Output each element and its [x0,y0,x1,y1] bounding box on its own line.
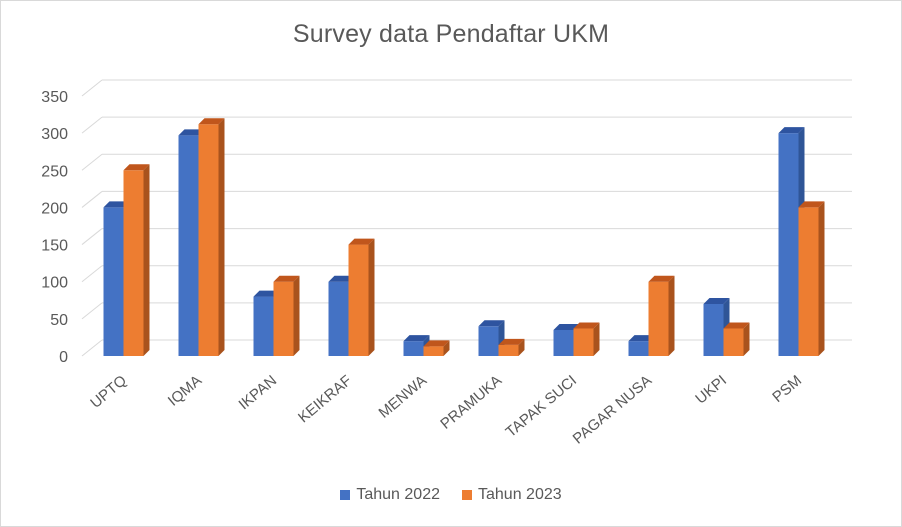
bar-top [123,164,150,171]
bar-front [198,124,219,356]
gridline-stub [81,302,103,320]
x-tick-label: TAPAK SUCI [503,372,581,441]
gridline-stub [81,153,103,171]
bar-front [628,341,649,356]
y-tick-label: 200 [41,200,68,217]
bar-top [798,201,825,208]
chart-title: Survey data Pendaftar UKM [292,20,610,48]
bar-top [253,290,280,297]
bar-top [198,118,225,125]
legend-label-series-2: Tahun 2023 [478,486,562,503]
legend-item-series-2: Tahun 2023 [462,486,562,504]
bar-front [103,207,124,356]
bar-top [723,322,750,329]
bar-side [518,338,525,356]
legend-label-series-1: Tahun 2022 [356,486,440,503]
y-tick-label: 0 [59,349,68,366]
bar-side [593,322,600,356]
bar-top [348,238,375,245]
x-tick-label: KEIKRAF [295,372,355,426]
bar-top [648,275,675,282]
bar [723,322,750,356]
bar-top [328,275,355,282]
bar-side [218,118,225,356]
x-tick-label: MENWA [376,372,431,422]
chart-legend: Tahun 2022 Tahun 2023 [0,486,902,504]
bar-top [478,320,505,327]
x-tick-label: PSM [769,372,805,406]
gridline-stub [81,339,103,357]
bar-top [273,275,300,282]
bar-front [348,244,369,356]
bar-front [273,281,294,356]
bar [798,201,825,356]
bar-front [798,207,819,356]
bar-front [253,296,274,356]
bar-top [178,129,205,136]
bar [198,118,225,356]
bar [498,338,525,356]
bar-top [403,335,430,342]
bar-side [668,275,675,356]
bar-front [703,304,724,356]
bar-front [648,281,669,356]
bar [273,275,300,356]
y-tick-label: 150 [41,238,68,255]
bar-top [778,127,805,134]
y-tick-label: 350 [41,89,68,106]
bar-front [498,344,519,356]
bar-side [368,238,375,356]
bar-top [423,340,450,347]
legend-swatch-series-2 [462,490,472,500]
bar-front [403,341,424,356]
y-tick-label: 100 [41,275,68,292]
gridline-stub [81,116,103,134]
bar-top [628,335,655,342]
gridline-stub [81,191,103,208]
bar [423,340,450,356]
bar-front [328,281,349,356]
bar [123,164,150,356]
x-tick-label: IQMA [165,372,205,410]
legend-item-series-1: Tahun 2022 [340,486,440,504]
bar-front [178,135,199,356]
bar-front [478,326,499,356]
bar [348,238,375,356]
bar-side [293,275,300,356]
bar-side [743,322,750,356]
bar-front [723,328,744,356]
bar-side [443,340,450,356]
x-tick-label: IKPAN [236,372,281,413]
bar-top [573,322,600,329]
x-tick-label: PAGAR NUSA [570,372,655,448]
bar-side [143,164,150,356]
bar-top [498,338,525,345]
x-tick-label: UPTQ [87,372,130,412]
bar-front [573,328,594,356]
gridlines: 0 50 100 150 200 250 300 350 [41,79,852,366]
bar-front [423,346,444,356]
legend-swatch-series-1 [340,490,351,500]
x-tick-label: PRAMUKA [437,372,505,433]
bar-top [703,298,730,304]
gridline-stub [81,228,103,245]
gridline-stub [81,265,103,283]
x-tick-label: UKPI [692,372,730,408]
bar-front [123,170,144,356]
bar [648,275,675,356]
bar-front [778,133,799,356]
bar [573,322,600,356]
y-tick-label: 300 [41,126,68,143]
bar-top [103,201,130,208]
y-tick-label: 250 [41,163,68,180]
bar-front [553,330,574,356]
y-tick-label: 50 [50,312,68,329]
bar-side [818,201,825,356]
gridline-stub [81,79,103,97]
bar-top [553,324,580,330]
